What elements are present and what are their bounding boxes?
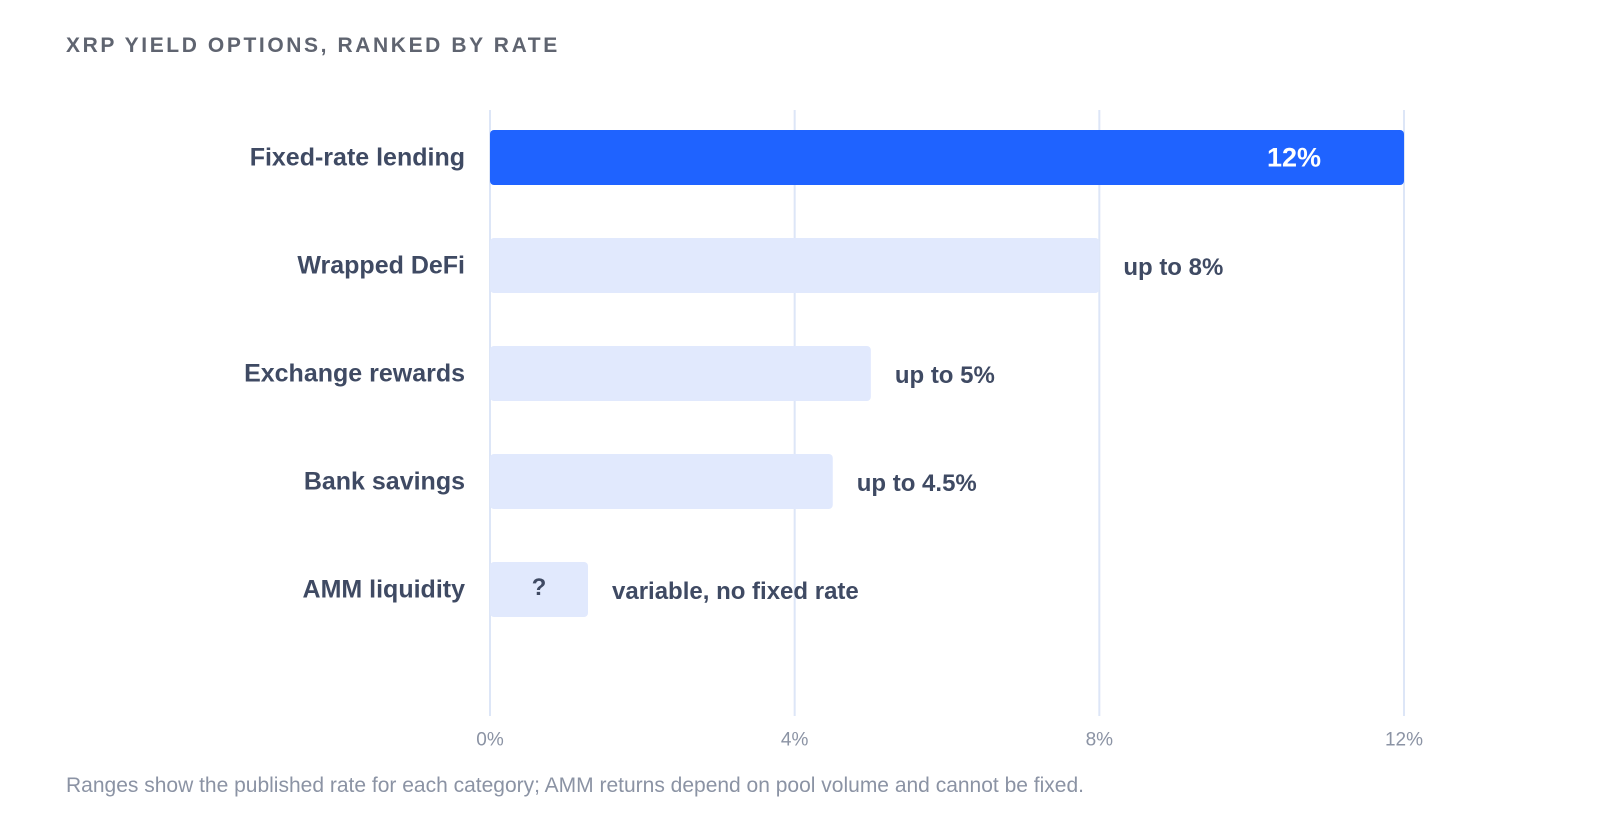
- category-label: AMM liquidity: [303, 576, 466, 604]
- bar: [490, 562, 588, 617]
- value-label: up to 8%: [1123, 254, 1223, 281]
- x-tick-label: 4%: [781, 730, 809, 751]
- x-tick-label: 0%: [476, 730, 504, 751]
- x-tick-label: 12%: [1385, 730, 1423, 751]
- bar: [490, 454, 833, 509]
- bar-inner-label: 12%: [1267, 143, 1321, 173]
- x-tick-label: 8%: [1086, 730, 1114, 751]
- category-label: Wrapped DeFi: [297, 252, 465, 280]
- category-label: Fixed-rate lending: [250, 144, 465, 172]
- value-label: up to 4.5%: [857, 470, 977, 497]
- chart-footnote: Ranges show the published rate for each …: [66, 774, 1084, 797]
- bar-inner-label: ?: [532, 574, 547, 601]
- bar: [490, 238, 1100, 293]
- value-label: variable, no fixed rate: [612, 578, 859, 605]
- bar: [490, 130, 1404, 185]
- category-label: Bank savings: [304, 468, 465, 496]
- value-label: up to 5%: [895, 362, 995, 389]
- chart-title: XRP YIELD OPTIONS, RANKED BY RATE: [66, 34, 560, 57]
- category-label: Exchange rewards: [244, 360, 465, 388]
- bar: [490, 346, 871, 401]
